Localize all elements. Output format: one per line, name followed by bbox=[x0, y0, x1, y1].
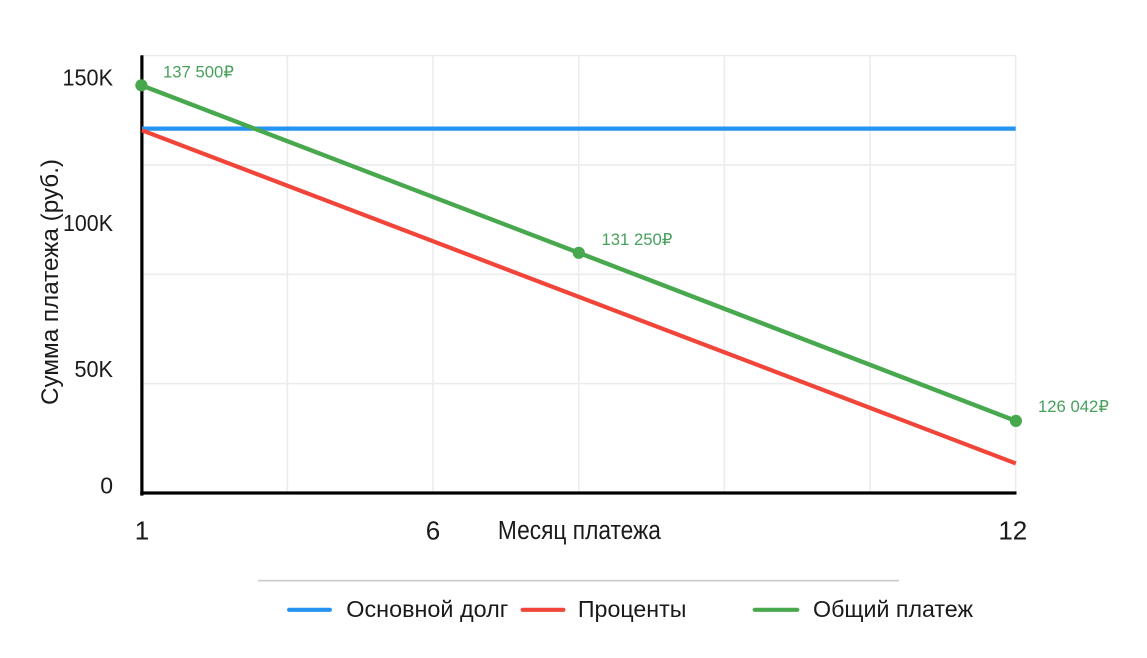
svg-text:Основной долг: Основной долг bbox=[346, 596, 508, 622]
svg-text:150K: 150K bbox=[63, 64, 114, 90]
svg-text:137 500₽: 137 500₽ bbox=[163, 63, 234, 82]
svg-text:Общий платеж: Общий платеж bbox=[813, 596, 974, 622]
svg-text:50K: 50K bbox=[75, 356, 114, 382]
svg-text:100K: 100K bbox=[63, 210, 114, 236]
svg-text:Проценты: Проценты bbox=[578, 596, 687, 622]
svg-text:12: 12 bbox=[998, 515, 1027, 545]
svg-text:0: 0 bbox=[100, 472, 113, 498]
svg-text:131 250₽: 131 250₽ bbox=[602, 230, 673, 249]
svg-text:1: 1 bbox=[135, 515, 149, 545]
svg-text:126 042₽: 126 042₽ bbox=[1038, 397, 1109, 416]
svg-text:Месяц платежа: Месяц платежа bbox=[498, 517, 662, 545]
svg-text:Сумма платежа (руб.): Сумма платежа (руб.) bbox=[37, 159, 64, 405]
svg-text:6: 6 bbox=[426, 515, 440, 545]
